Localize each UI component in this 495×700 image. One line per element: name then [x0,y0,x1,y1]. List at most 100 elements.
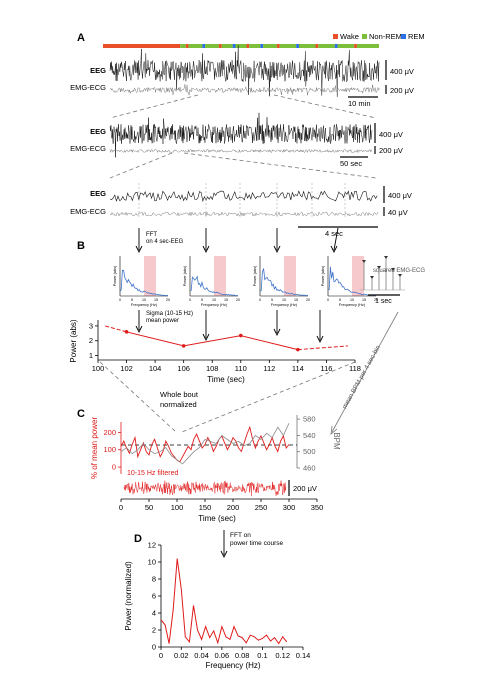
inset-x-label: Frequency (Hz) [271,303,298,307]
fft-spectrum-insets: 0 5 10 15 20 Frequency (Hz) Power (abs) 0 5 10 15 2… [113,256,378,307]
row1-eeg-label: EEG [90,66,106,75]
panel-b-letter: B [77,240,85,252]
hypnogram-segment [279,44,297,48]
sigma-y-axis-label: Power (abs) [69,319,78,362]
inset-x-label: Frequency (Hz) [339,303,366,307]
c-left-tick-label: 0 [112,463,116,472]
trace-line [109,45,380,97]
fft-arrows [135,227,339,254]
hypnogram-segment [315,44,319,48]
inset-x-tick: 0 [259,298,261,302]
d-y-tick-label: 12 [148,541,156,550]
row3-eeg-scale: 400 μV [388,191,412,200]
inset-y-label: Power (abs) [113,265,117,286]
hypnogram-segment [260,44,264,48]
row2-eeg-label: EEG [90,127,106,136]
legend-rem-swatch [401,34,406,39]
sigma-arrows [135,310,324,344]
sigma-x-tick-label: 114 [292,364,304,373]
inset-x-tick: 20 [306,298,310,302]
filtered-signal-trace [123,480,287,497]
row1-emg-label: EMG-ECG [70,83,106,92]
inset-x-label: Frequency (Hz) [131,303,158,307]
c-x-tick-label: 250 [255,503,268,512]
hypnogram-segment [235,44,247,48]
sigma-x-axis-label: Time (sec) [207,375,245,384]
row1-emg-scale: 200 μV [390,86,414,95]
mean-bpm-arrow [331,311,399,433]
inset-x-tick: 10 [212,298,216,302]
c-left-tick-label: 100 [103,445,116,454]
d-y-tick-label: 6 [152,592,156,601]
c-x-axis-label: Time (sec) [198,514,236,523]
sigma-x-tick-label: 110 [235,364,247,373]
d-x-tick-label: 0 [159,651,163,660]
panel-a-letter: A [77,32,85,44]
inset-x-label: Frequency (Hz) [201,303,228,307]
sigma-x-tick-label: 104 [149,364,162,373]
sq-peak-marker [362,260,366,263]
d-y-tick-label: 10 [148,558,156,567]
c-right-y-label: BPM [332,432,341,450]
sigma-line-dashed-start [105,325,127,333]
c-x-tick-label: 150 [199,503,212,512]
sigma-x-tick-label: 108 [206,364,219,373]
inset-x-tick: 15 [224,298,228,302]
sigma-line-dashed-end [297,345,348,351]
row1-eeg-trace [109,45,380,97]
d-x-tick-label: 0.02 [174,651,189,660]
hypnogram-segment [103,44,181,48]
d-y-tick-label: 2 [152,626,156,635]
sleep-stage-legend: Wake Non-REM REM [333,32,425,41]
row3-eeg-label: EEG [90,189,106,198]
inset-spectrum-line [119,269,169,296]
c-left-y-label: % of mean power [90,417,99,480]
whole-bout-label: Whole bout normalized [160,390,200,409]
inset-x-tick: 0 [327,298,329,302]
inset-x-tick: 15 [362,298,366,302]
legend-rem-label: REM [408,32,425,41]
sq-peak-marker [370,276,374,279]
row2-emg-label: EMG-ECG [70,144,106,153]
c-x-tick-label: 100 [171,503,184,512]
row3-emg-label: EMG-ECG [70,207,106,216]
trace-line [109,112,373,158]
zoom-line-1-left [109,94,199,119]
sq-peak-marker [391,268,395,271]
sigma-power-chart: 100 102 104 106 108 110 112 114 116 118 1 2 3 [89,320,361,373]
sigma-point [238,333,243,338]
inset-x-tick: 5 [339,298,341,302]
hypnogram-segment [276,44,280,48]
c-right-tick-label: 580 [303,415,316,424]
normalized-power-line [120,425,290,463]
sigma-x-tick-label: 118 [349,364,361,373]
row1-eeg-scale: 400 μV [390,67,414,76]
row2-eeg-scale: 400 μV [379,130,403,139]
inset-x-tick: 5 [201,298,203,302]
c-x-tick-label: 50 [145,503,153,512]
c-time-axis: 0 50 100 150 200 250 300 350 [119,498,323,512]
hypnogram-segment [356,44,379,48]
sigma-y-tick-label: 3 [89,321,93,330]
d-fft-arrow [220,530,228,559]
c-x-tick-label: 0 [119,503,123,512]
zoom-line-2-left [109,152,173,179]
trace-line [109,84,380,96]
c-x-tick-label: 300 [283,503,296,512]
squared-emg-trace [360,256,405,291]
inset-x-tick: 20 [236,298,240,302]
hypnogram-segment [232,44,236,48]
inset-x-tick: 5 [131,298,133,302]
row3-eeg-trace [109,183,378,218]
row3-time-scale: 4 sec [325,229,343,238]
d-y-tick-label: 8 [152,575,156,584]
sigma-x-tick-label: 102 [120,364,133,373]
normalized-power-chart: 0 100 200 460 500 540 580 [103,415,316,474]
sigma-point [124,330,129,334]
sigma-x-tick-label: 100 [92,364,105,373]
zoom-line-2-right [183,152,377,179]
sq-peak-marker [384,256,388,259]
d-x-tick-label: 0.08 [235,651,250,660]
inset-spectrum-line [259,268,309,296]
inset-x-tick: 15 [294,298,298,302]
